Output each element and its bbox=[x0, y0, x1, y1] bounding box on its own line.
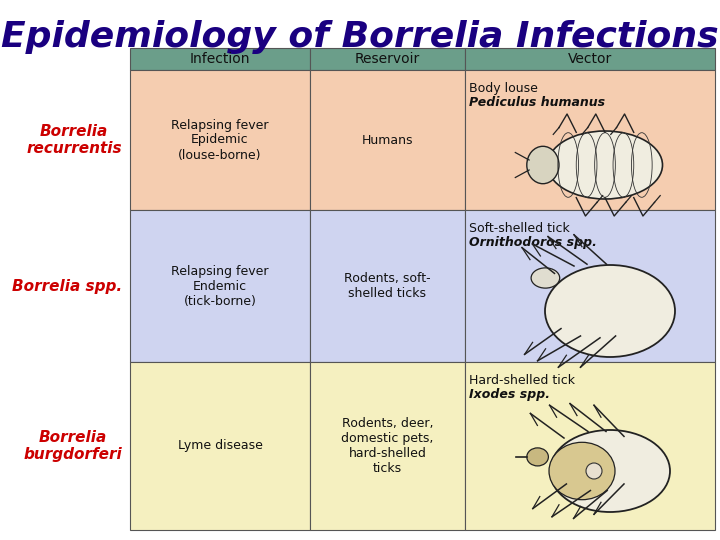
Ellipse shape bbox=[545, 265, 675, 357]
Text: Infection: Infection bbox=[190, 52, 251, 66]
Bar bbox=[310, 70, 465, 210]
Ellipse shape bbox=[527, 448, 549, 466]
Bar bbox=[310, 362, 465, 530]
Text: Hard-shelled tick: Hard-shelled tick bbox=[469, 374, 575, 387]
Text: Epidemiology of Borrelia Infections: Epidemiology of Borrelia Infections bbox=[1, 20, 719, 54]
Bar bbox=[465, 48, 715, 70]
Text: Pediculus humanus: Pediculus humanus bbox=[469, 96, 605, 109]
Ellipse shape bbox=[547, 131, 662, 199]
Text: Borrelia spp.: Borrelia spp. bbox=[12, 279, 122, 294]
Text: Body louse: Body louse bbox=[469, 82, 538, 95]
Bar bbox=[310, 210, 465, 362]
Text: Borrelia
recurrentis: Borrelia recurrentis bbox=[27, 124, 122, 156]
Text: Ornithodoros spp.: Ornithodoros spp. bbox=[469, 236, 597, 249]
Text: Relapsing fever
Endemic
(tick-borne): Relapsing fever Endemic (tick-borne) bbox=[171, 265, 269, 307]
Text: Relapsing fever
Epidemic
(louse-borne): Relapsing fever Epidemic (louse-borne) bbox=[171, 118, 269, 161]
Bar bbox=[130, 70, 310, 210]
Ellipse shape bbox=[550, 430, 670, 512]
Text: Rodents, deer,
domestic pets,
hard-shelled
ticks: Rodents, deer, domestic pets, hard-shell… bbox=[341, 417, 433, 475]
Text: Lyme disease: Lyme disease bbox=[178, 440, 262, 453]
Bar bbox=[130, 48, 310, 70]
Bar bbox=[465, 210, 715, 362]
Text: Soft-shelled tick: Soft-shelled tick bbox=[469, 222, 570, 235]
Ellipse shape bbox=[549, 442, 615, 500]
Text: Humans: Humans bbox=[361, 133, 413, 146]
Text: Vector: Vector bbox=[568, 52, 612, 66]
Ellipse shape bbox=[527, 146, 559, 184]
Bar bbox=[130, 210, 310, 362]
Ellipse shape bbox=[531, 268, 559, 288]
Bar bbox=[465, 70, 715, 210]
Circle shape bbox=[586, 463, 602, 479]
Text: Reservoir: Reservoir bbox=[355, 52, 420, 66]
Text: Rodents, soft-
shelled ticks: Rodents, soft- shelled ticks bbox=[344, 272, 431, 300]
Bar bbox=[130, 362, 310, 530]
Text: Ixodes spp.: Ixodes spp. bbox=[469, 388, 550, 401]
Bar bbox=[465, 362, 715, 530]
Bar bbox=[310, 48, 465, 70]
Text: Borrelia
burgdorferi: Borrelia burgdorferi bbox=[23, 430, 122, 462]
